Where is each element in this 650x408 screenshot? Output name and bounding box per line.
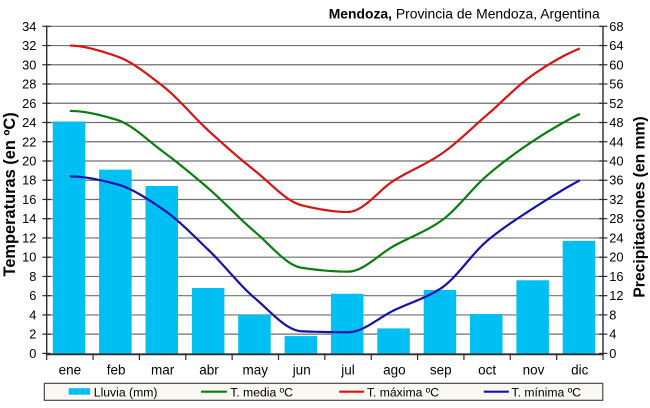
svg-text:4: 4 bbox=[609, 327, 616, 342]
svg-text:20: 20 bbox=[609, 250, 623, 265]
svg-text:mar: mar bbox=[151, 363, 175, 378]
svg-text:T. mínima ºC: T. mínima ºC bbox=[512, 385, 582, 399]
svg-text:22: 22 bbox=[22, 134, 36, 149]
svg-text:Lluvia (mm): Lluvia (mm) bbox=[94, 385, 158, 399]
svg-text:8: 8 bbox=[609, 307, 616, 322]
svg-text:44: 44 bbox=[609, 134, 623, 149]
svg-text:Precipitaciones (en mm): Precipitaciones (en mm) bbox=[632, 116, 649, 297]
svg-text:Temperaturas (en ºC): Temperaturas (en ºC) bbox=[1, 112, 19, 276]
svg-text:sep: sep bbox=[430, 363, 452, 378]
svg-text:32: 32 bbox=[22, 38, 36, 53]
svg-text:28: 28 bbox=[609, 211, 623, 226]
svg-text:68: 68 bbox=[609, 19, 623, 34]
svg-text:may: may bbox=[243, 363, 269, 378]
svg-text:4: 4 bbox=[29, 307, 36, 322]
svg-text:12: 12 bbox=[609, 288, 623, 303]
svg-text:feb: feb bbox=[107, 363, 126, 378]
svg-text:52: 52 bbox=[609, 96, 623, 111]
svg-text:20: 20 bbox=[22, 153, 36, 168]
svg-text:32: 32 bbox=[609, 192, 623, 207]
svg-text:12: 12 bbox=[22, 230, 36, 245]
svg-text:T. máxima ºC: T. máxima ºC bbox=[367, 385, 439, 399]
svg-text:24: 24 bbox=[609, 230, 623, 245]
svg-text:56: 56 bbox=[609, 77, 623, 92]
svg-text:36: 36 bbox=[609, 173, 623, 188]
svg-text:jun: jun bbox=[292, 363, 311, 378]
svg-text:48: 48 bbox=[609, 115, 623, 130]
svg-text:18: 18 bbox=[22, 173, 36, 188]
svg-text:ene: ene bbox=[59, 363, 82, 378]
svg-text:Mendoza, Provincia de Mendoza,: Mendoza, Provincia de Mendoza, Argentina bbox=[329, 5, 600, 21]
svg-text:8: 8 bbox=[29, 269, 36, 284]
svg-text:dic: dic bbox=[571, 363, 589, 378]
svg-text:jul: jul bbox=[340, 363, 355, 378]
svg-text:abr: abr bbox=[199, 363, 219, 378]
svg-text:60: 60 bbox=[609, 57, 623, 72]
svg-text:30: 30 bbox=[22, 57, 36, 72]
svg-text:oct: oct bbox=[478, 363, 496, 378]
svg-text:16: 16 bbox=[22, 192, 36, 207]
svg-text:ago: ago bbox=[383, 363, 406, 378]
svg-text:T. media ºC: T. media ºC bbox=[230, 385, 293, 399]
svg-text:6: 6 bbox=[29, 288, 36, 303]
svg-text:0: 0 bbox=[609, 346, 616, 361]
svg-text:64: 64 bbox=[609, 38, 623, 53]
svg-text:24: 24 bbox=[22, 115, 36, 130]
svg-text:16: 16 bbox=[609, 269, 623, 284]
svg-text:0: 0 bbox=[29, 346, 36, 361]
svg-text:28: 28 bbox=[22, 77, 36, 92]
svg-text:40: 40 bbox=[609, 153, 623, 168]
svg-text:10: 10 bbox=[22, 250, 36, 265]
svg-text:34: 34 bbox=[22, 19, 36, 34]
svg-text:2: 2 bbox=[29, 327, 36, 342]
svg-text:26: 26 bbox=[22, 96, 36, 111]
svg-text:nov: nov bbox=[523, 363, 545, 378]
svg-text:14: 14 bbox=[22, 211, 36, 226]
